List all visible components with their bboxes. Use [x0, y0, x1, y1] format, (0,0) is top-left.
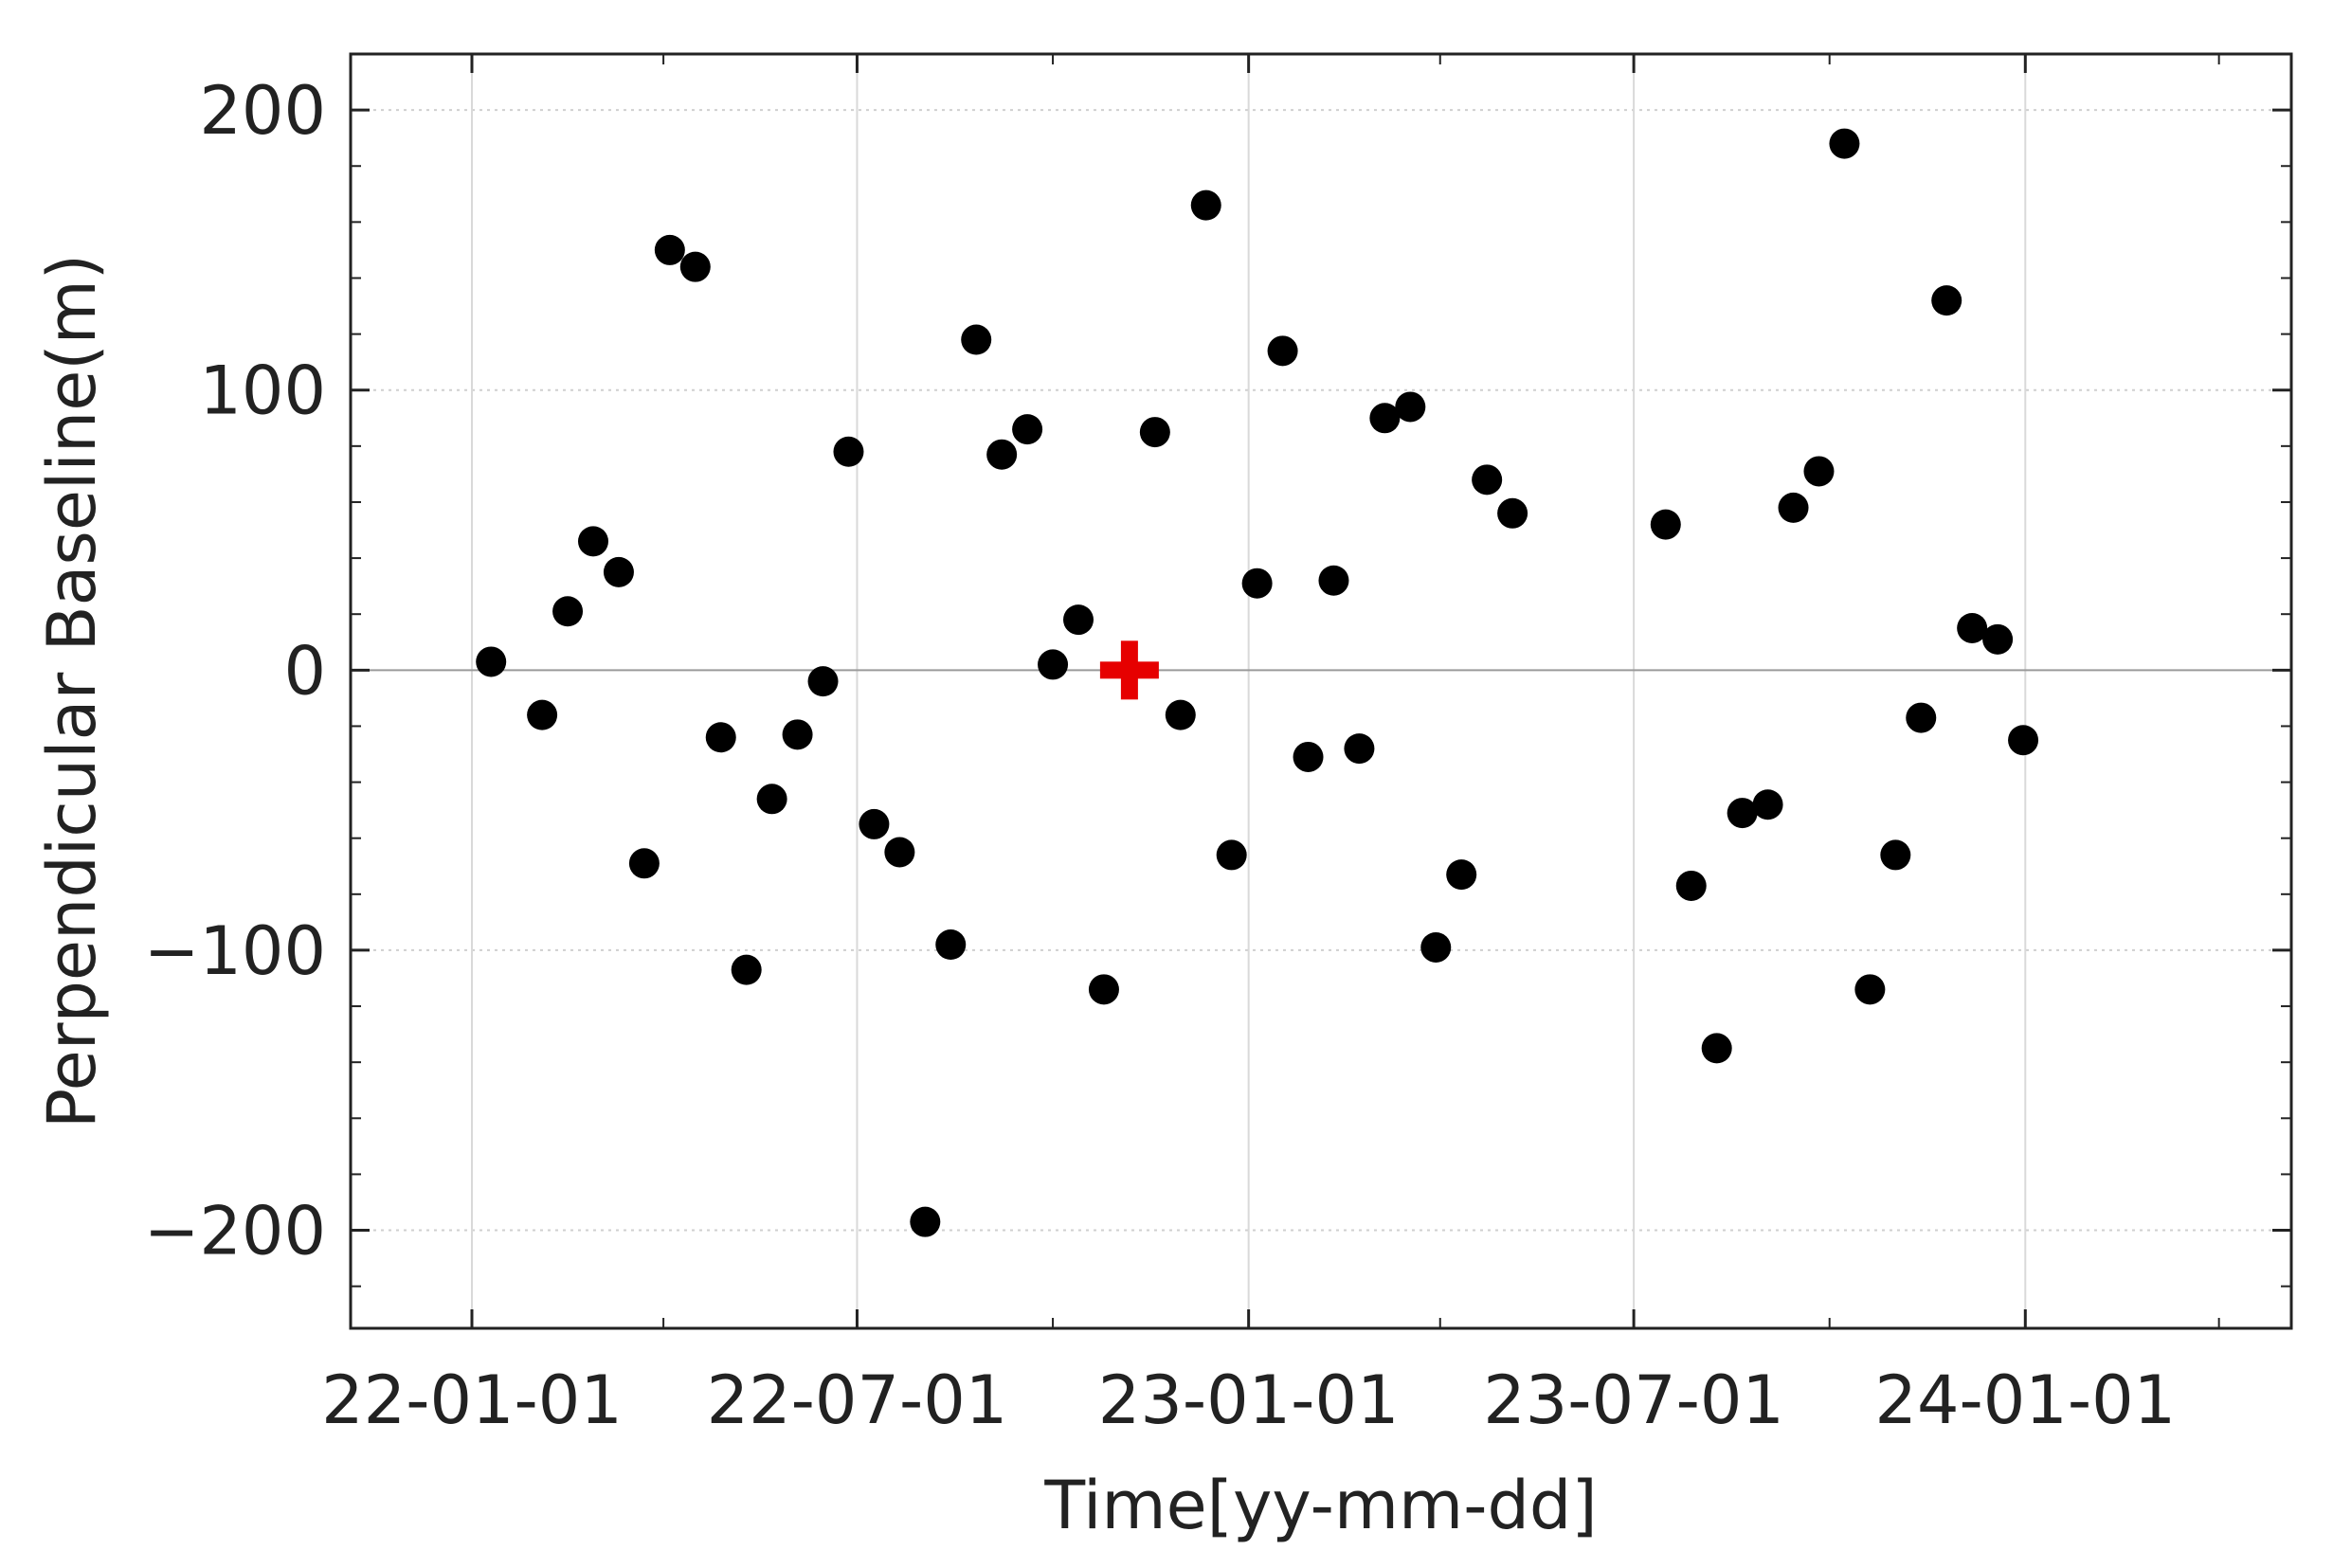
data-point	[859, 808, 890, 839]
data-point	[1982, 623, 2014, 655]
grid-layer	[351, 54, 2291, 1328]
data-point	[1778, 492, 1809, 523]
data-point	[1216, 839, 1247, 871]
data-point	[1701, 1033, 1732, 1064]
data-point	[1854, 974, 1886, 1005]
y-tick-label: 100	[199, 352, 326, 430]
data-point	[1190, 189, 1221, 221]
data-point	[1318, 565, 1349, 596]
data-point	[910, 1206, 941, 1237]
y-axis-title: Perpendicular Baseline(m)	[33, 254, 111, 1128]
data-point	[1650, 509, 1681, 540]
plot-frame	[349, 52, 2293, 1330]
data-point	[1675, 870, 1707, 901]
x-tick-label: 23-01-01	[1098, 1361, 1400, 1439]
data-point	[731, 954, 762, 985]
ticks-layer	[351, 53, 2291, 1328]
y-tick-label: 0	[283, 632, 326, 710]
data-point	[1880, 839, 1911, 871]
cross-vertical-bar	[1120, 640, 1138, 700]
x-tick-label: 23-07-01	[1483, 1361, 1784, 1439]
data-point	[1497, 497, 1528, 529]
data-point	[1241, 568, 1273, 599]
data-point	[961, 324, 992, 355]
x-tick-label: 22-01-01	[321, 1361, 623, 1439]
data-point	[552, 596, 584, 627]
x-axis-title: Time[yy-mm-dd]	[1043, 1467, 1597, 1544]
data-point	[603, 556, 634, 587]
data-point	[782, 719, 813, 750]
data-point	[1165, 699, 1196, 730]
reference-point-cross	[1099, 640, 1159, 700]
data-point	[1752, 789, 1783, 820]
data-point	[705, 722, 736, 753]
data-point	[1931, 285, 1962, 316]
data-point	[1063, 604, 1094, 636]
data-point	[833, 436, 864, 467]
data-point	[1038, 649, 1069, 680]
data-point	[1957, 612, 1988, 643]
data-point	[1344, 733, 1375, 765]
data-point	[1803, 456, 1835, 487]
data-point	[679, 251, 711, 282]
data-point	[527, 699, 558, 730]
x-tick-label: 24-01-01	[1874, 1361, 2176, 1439]
data-point	[2008, 725, 2039, 756]
data-point	[476, 646, 507, 677]
tick-labels-layer: 200 100 0 −100 −200 22-01-01 22-07-01 23-01-01 2…	[144, 72, 2176, 1439]
data-point	[1727, 798, 1758, 829]
data-point	[654, 234, 685, 265]
y-tick-label: −100	[144, 912, 326, 990]
y-tick-label: −200	[144, 1193, 326, 1271]
points-layer	[476, 128, 2039, 1237]
data-point	[1369, 403, 1401, 434]
data-point	[807, 666, 839, 697]
data-point	[1139, 417, 1170, 448]
data-point	[1395, 391, 1426, 423]
data-point	[1012, 414, 1043, 445]
data-point	[578, 526, 608, 557]
data-point	[628, 848, 660, 879]
data-point	[935, 929, 967, 961]
data-point	[1906, 702, 1937, 733]
data-point	[986, 439, 1018, 470]
data-point	[1446, 859, 1477, 891]
data-point	[1088, 974, 1119, 1005]
data-point	[1829, 128, 1860, 159]
data-point	[884, 837, 915, 868]
data-point	[756, 784, 787, 815]
y-tick-label: 200	[199, 72, 326, 150]
data-point	[1472, 464, 1503, 496]
data-point	[1420, 931, 1452, 963]
data-point	[1293, 741, 1324, 772]
data-point	[1267, 335, 1298, 367]
x-tick-label: 22-07-01	[707, 1361, 1008, 1439]
